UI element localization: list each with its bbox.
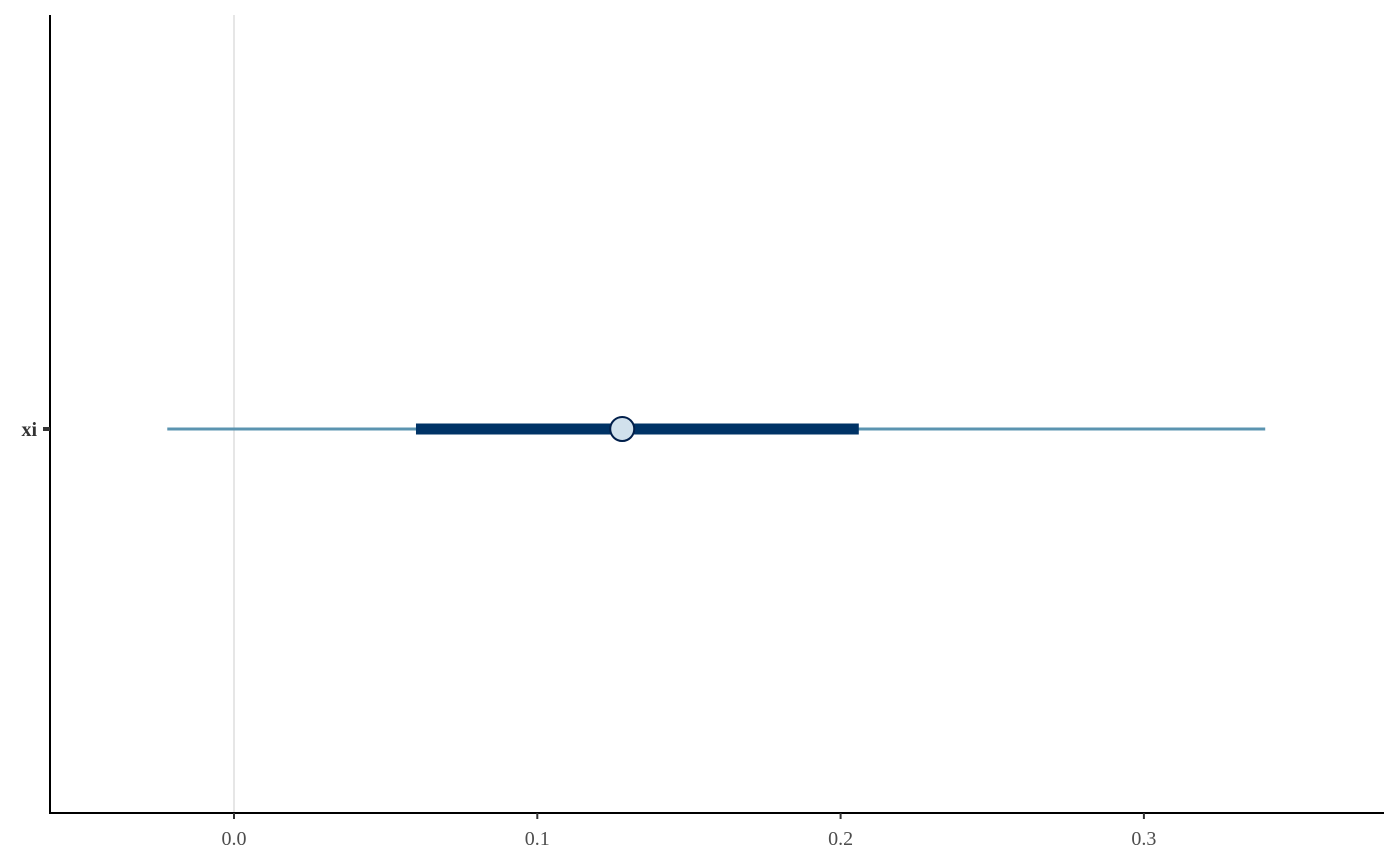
x-tick-label: 0.1 [525,828,550,850]
x-tick-label: 0.2 [828,828,853,850]
intervals-group [167,416,1266,442]
x-axis-ticks: 0.0 0.1 0.2 0.3 [222,813,1156,850]
x-tick-label: 0.3 [1131,828,1156,850]
x-tick-label: 0.0 [222,828,247,850]
point-estimate-marker [609,416,636,442]
y-axis-ticks: xi [21,419,50,441]
y-category-label: xi [21,419,37,441]
